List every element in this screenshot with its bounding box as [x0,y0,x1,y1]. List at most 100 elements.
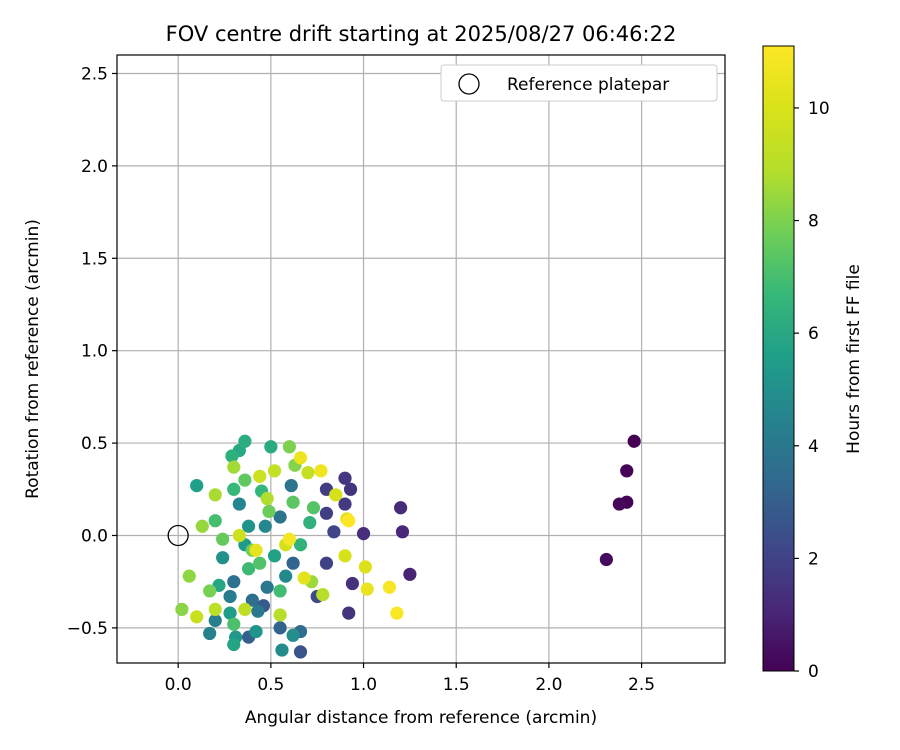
data-point [253,469,267,483]
data-point [342,606,356,620]
data-point [301,466,315,480]
chart-title: FOV centre drift starting at 2025/08/27 … [166,22,677,46]
colorbar-tick-label: 0 [808,662,819,682]
x-tick-label: 1.0 [350,675,377,695]
data-point [297,571,311,585]
x-axis-ticks: 0.0 0.5 1.0 1.5 2.0 2.5 [165,663,655,695]
y-tick-label: 1.5 [81,249,108,269]
data-point [599,552,613,567]
data-point [260,491,274,506]
x-tick-label: 0.5 [257,675,284,695]
x-tick-label: 2.5 [628,675,655,695]
data-point [319,506,334,520]
colorbar-tick-label: 10 [808,99,830,119]
reference-platepar-marker [167,524,189,547]
data-point [319,556,334,570]
data-point [345,576,360,591]
data-point [293,538,308,552]
data-point [262,504,276,519]
y-gridlines [117,72,725,629]
data-point [327,525,341,539]
data-point [242,562,256,576]
colorbar-label: Hours from first FF file [844,264,864,454]
colorbar-ticks: 0 2 4 6 8 10 [794,99,830,682]
y-tick-label: 2.5 [81,64,108,84]
legend-entry-label: Reference platepar [507,75,669,95]
legend-box [440,64,718,102]
data-point [182,569,196,583]
data-point [267,464,282,478]
data-point [306,501,321,515]
data-point [293,645,308,659]
data-point [203,584,217,598]
data-point [356,527,371,541]
colorbar-tick-label: 8 [808,212,819,232]
data-point [225,449,239,463]
data-points [175,434,641,659]
y-tick-label: −0.5 [67,619,108,639]
data-point [249,624,263,639]
data-point [203,626,217,641]
data-point [253,556,267,570]
data-point [286,628,300,642]
data-point [303,515,317,530]
data-point [360,582,374,596]
legend: Reference platepar [440,64,718,102]
data-point [227,482,241,496]
data-point [249,543,263,557]
x-axis-label: Angular distance from reference (arcmin) [245,708,597,728]
x-gridlines [177,55,643,663]
data-point [223,589,237,604]
data-point [279,569,293,583]
y-axis-label: Rotation from reference (arcmin) [23,219,43,499]
data-point [395,525,410,539]
x-tick-label: 2.0 [535,675,562,695]
x-tick-label: 1.5 [443,675,470,695]
data-point [293,451,308,465]
data-point [286,556,300,570]
x-tick-label: 0.0 [165,675,192,695]
data-point [242,519,256,533]
data-point [245,593,259,607]
data-point [282,440,296,454]
data-point [273,621,287,635]
data-point [223,606,237,620]
data-point [267,549,282,563]
data-point [264,440,278,454]
data-point [227,460,241,474]
data-point [251,604,265,618]
legend-marker-icon [458,73,480,95]
data-point [227,575,241,589]
data-point [208,613,222,628]
data-point [329,488,343,502]
data-point [208,488,222,502]
colorbar-tick-label: 2 [808,549,819,569]
data-point [232,528,246,543]
data-point [286,495,300,509]
data-point [394,501,408,515]
data-point [190,610,204,624]
colorbar: 0 2 4 6 8 10 Hours from first FF file [762,45,864,682]
data-point [227,637,241,652]
data-point [382,580,397,594]
data-point [216,551,230,565]
colorbar-tick-label: 6 [808,324,819,344]
data-point [338,497,352,511]
data-point [390,606,404,620]
data-point [227,617,241,631]
data-point [284,478,298,493]
data-point [216,532,230,546]
data-point [342,514,356,528]
data-point [238,434,252,448]
data-point [208,514,222,528]
data-point [195,519,209,533]
data-point [620,464,634,478]
data-point [273,584,287,598]
y-axis-ticks: −0.5 0.0 0.5 1.0 1.5 2.0 2.5 [67,64,117,639]
data-point [275,643,289,657]
data-point [314,464,328,478]
y-tick-label: 0.5 [81,434,108,454]
y-tick-label: 0.0 [81,526,108,546]
data-point [258,519,272,533]
